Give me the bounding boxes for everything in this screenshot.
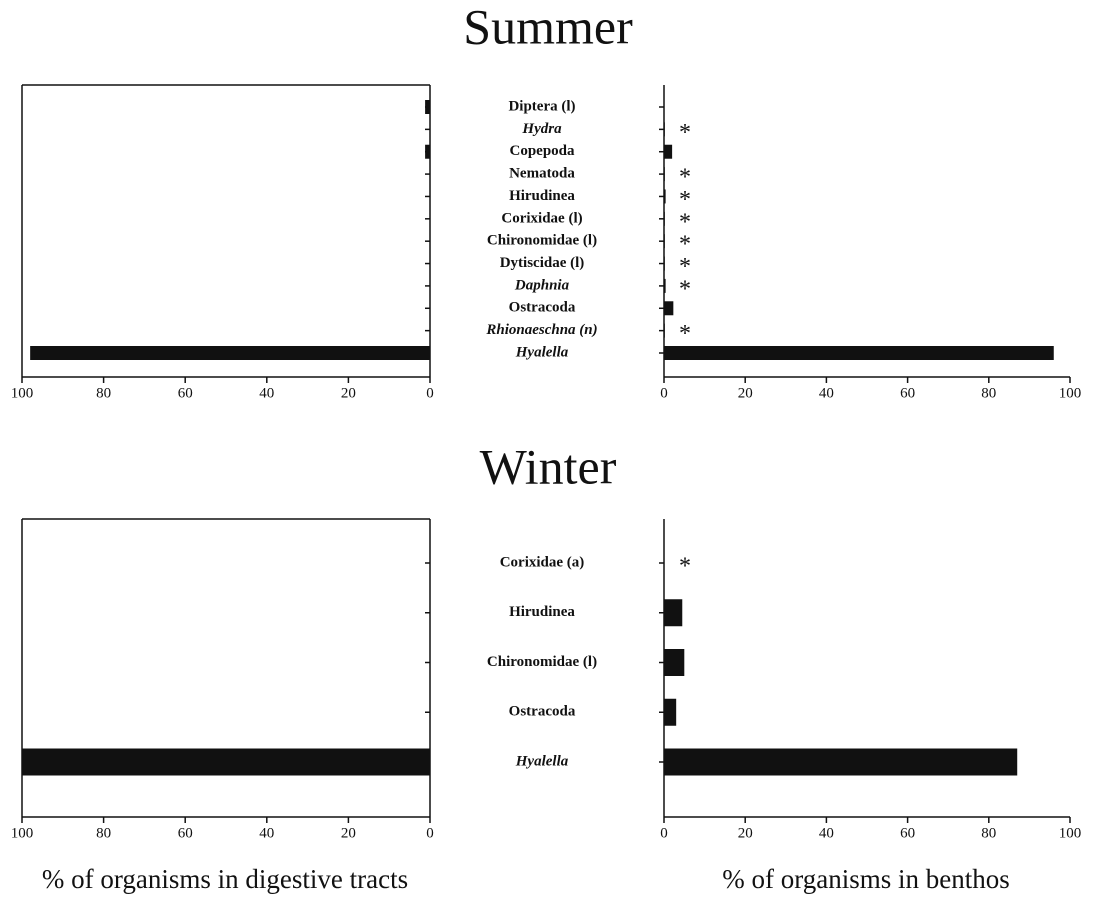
bar: [30, 346, 430, 360]
x-tick-label: 60: [900, 825, 915, 841]
category-label: Hyalella: [515, 753, 569, 769]
bar: [664, 748, 1018, 776]
significance-marker: *: [679, 254, 691, 280]
x-tick-label: 80: [981, 825, 996, 841]
x-tick-label: 0: [426, 385, 434, 401]
bar: [664, 346, 1054, 360]
x-tick-label: 80: [96, 385, 111, 401]
x-tick-label: 20: [341, 825, 356, 841]
significance-marker: *: [679, 276, 691, 302]
x-tick-label: 20: [738, 825, 753, 841]
x-tick-label: 0: [660, 385, 668, 401]
significance-marker: *: [679, 321, 691, 347]
category-label: Hirudinea: [509, 188, 575, 204]
category-label: Diptera (l): [508, 98, 575, 114]
bar: [664, 323, 665, 338]
significance-marker: *: [679, 187, 691, 213]
x-tick-label: 100: [11, 825, 34, 841]
bar: [664, 189, 666, 204]
significance-marker: *: [679, 232, 691, 258]
bar: [425, 144, 430, 159]
category-label: Copepoda: [509, 143, 575, 159]
x-axis-label: % of organisms in benthos: [722, 864, 1009, 894]
x-tick-label: 100: [1059, 825, 1082, 841]
significance-marker: *: [679, 165, 691, 191]
chart-title: Summer: [463, 0, 633, 54]
bar: [664, 122, 665, 137]
bar: [425, 100, 430, 114]
category-label: Rhionaeschna (n): [485, 322, 597, 338]
x-tick-label: 0: [426, 825, 434, 841]
chart-title: Winter: [480, 438, 617, 494]
bar: [664, 698, 677, 726]
x-tick-label: 20: [341, 385, 356, 401]
significance-marker: *: [679, 554, 691, 580]
bar: [664, 144, 673, 159]
bar: [664, 167, 665, 182]
bar: [664, 256, 665, 271]
category-label: Dytiscidae (l): [500, 255, 585, 271]
bar: [664, 649, 685, 676]
x-tick-label: 20: [738, 385, 753, 401]
x-tick-label: 60: [178, 385, 193, 401]
x-tick-label: 40: [819, 825, 834, 841]
x-tick-label: 40: [819, 385, 834, 401]
category-label: Chironomidae (l): [487, 233, 597, 249]
bar: [664, 599, 683, 627]
bar: [664, 234, 665, 249]
significance-marker: *: [679, 209, 691, 235]
x-axis-label: % of organisms in digestive tracts: [42, 864, 408, 894]
x-tick-label: 60: [178, 825, 193, 841]
bar: [22, 748, 430, 776]
x-tick-label: 60: [900, 385, 915, 401]
category-label: Hirudinea: [509, 604, 575, 620]
bar: [664, 278, 666, 293]
category-label: Nematoda: [509, 166, 575, 182]
x-tick-label: 0: [660, 825, 668, 841]
category-label: Hyalella: [515, 344, 569, 360]
x-tick-label: 100: [1059, 385, 1082, 401]
bar: [664, 211, 665, 226]
x-tick-label: 100: [11, 385, 34, 401]
x-tick-label: 40: [259, 385, 274, 401]
category-label: Corixidae (l): [501, 210, 582, 226]
category-label: Ostracoda: [509, 300, 576, 316]
x-tick-label: 80: [96, 825, 111, 841]
category-label: Corixidae (a): [500, 554, 585, 570]
significance-marker: *: [679, 120, 691, 146]
category-label: Daphnia: [514, 277, 570, 293]
x-tick-label: 40: [259, 825, 274, 841]
category-label: Chironomidae (l): [487, 654, 597, 670]
x-tick-label: 80: [981, 385, 996, 401]
category-label: Hydra: [521, 121, 562, 137]
bar: [664, 301, 674, 316]
category-label: Ostracoda: [509, 704, 576, 720]
